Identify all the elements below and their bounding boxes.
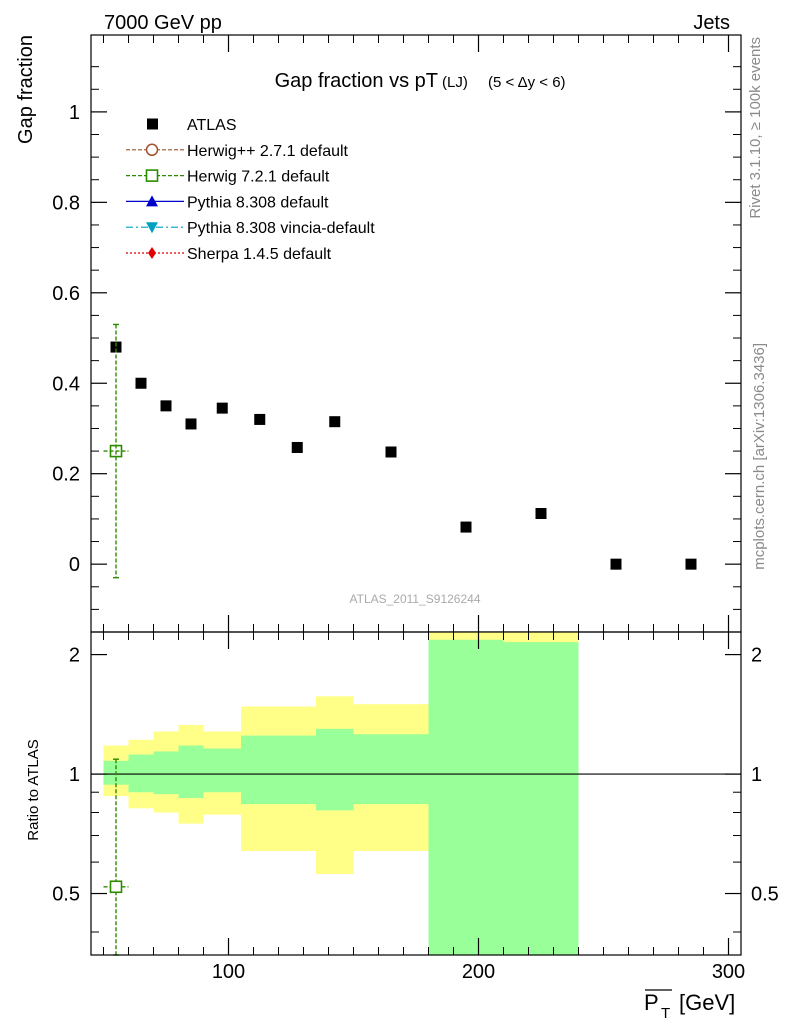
ratio-bands	[103, 632, 579, 955]
atlas-data-point	[329, 416, 341, 428]
atlas-data-point	[291, 441, 303, 453]
x-axis-var-sub: T	[661, 1005, 670, 1022]
legend: ATLAS Herwig++ 2.7.1 default Herwig 7.2.1 …	[126, 117, 375, 263]
main-title: Gap fraction vs pT	[275, 70, 438, 92]
legend-label: Pythia 8.308 default	[187, 194, 329, 211]
ratio-y-tick-label-left: 2	[69, 645, 80, 667]
side-rivet-label: Rivet 3.1.10, ≥ 100k events	[747, 37, 764, 219]
legend-label: Sherpa 1.4.5 default	[187, 246, 332, 263]
legend-entry-pythia: Pythia 8.308 default	[126, 194, 329, 211]
legend-marker	[145, 169, 159, 182]
header-observable: Jets	[693, 12, 730, 34]
x-axis-unit: [GeV]	[679, 990, 735, 1015]
legend-entry-herwigpp: Herwig++ 2.7.1 default	[126, 143, 349, 160]
main-title-cut: (5 < Δy < 6)	[488, 74, 566, 91]
ratio-band-inner	[241, 735, 279, 805]
x-axis-title: P T [GeV]	[644, 989, 735, 1022]
main-title-sub: (LJ)	[442, 74, 468, 91]
x-axis-var: P	[644, 990, 659, 1015]
atlas-data-point	[160, 400, 172, 412]
ratio-frame	[90, 631, 742, 956]
main-y-tick-label: 0.8	[52, 192, 80, 214]
legend-marker	[146, 195, 158, 207]
ratio-band-inner	[278, 735, 316, 805]
atlas-data-point	[685, 558, 697, 570]
atlas-data-point	[460, 521, 472, 533]
legend-entry-sherpa: Sherpa 1.4.5 default	[126, 246, 332, 263]
legend-marker	[146, 222, 158, 234]
atlas-data-point	[535, 508, 547, 520]
ratio-ylabel: Ratio to ATLAS	[25, 739, 42, 840]
main-y-tick-label: 0.2	[52, 464, 80, 486]
ratio-y-tick-label-right: 1	[751, 764, 762, 786]
legend-marker	[147, 118, 158, 130]
main-marks	[109, 341, 697, 570]
legend-label: Herwig 7.2.1 default	[187, 169, 330, 186]
main-y-tick-label: 1	[69, 102, 80, 124]
herwig7-ratio-point	[109, 880, 123, 894]
herwig7-main-errorbar	[103, 323, 129, 579]
legend-entry-data: ATLAS	[147, 117, 237, 134]
x-tick-label: 200	[462, 961, 495, 983]
ratio-panel: 0.5 0.5 1 1 2 2 100 200 300 Ratio to ATLAS P T […	[25, 631, 779, 1022]
x-tick-label: 100	[212, 961, 245, 983]
ratio-y-tick-label-right: 2	[751, 645, 762, 667]
atlas-data-point	[216, 402, 228, 414]
herwig7-errorbar	[103, 323, 129, 579]
legend-label: ATLAS	[187, 117, 237, 134]
ratio-band-inner	[428, 639, 504, 955]
main-y-tick-label: 0.6	[52, 283, 80, 305]
legend-entry-vincia: Pythia 8.308 vincia-default	[126, 220, 375, 237]
ratio-band-inner	[353, 734, 429, 805]
main-y-tick-label: 0.4	[52, 373, 80, 395]
x-tick-label: 300	[712, 961, 745, 983]
ratio-y-tick-label-left: 0.5	[52, 884, 80, 906]
atlas-data-point	[610, 558, 622, 570]
ratio-band-inner	[153, 751, 179, 795]
ratio-y-tick-label-left: 1	[69, 764, 80, 786]
analysis-label: ATLAS_2011_S9126244	[350, 592, 481, 606]
main-panel: Gap fraction vs pT (LJ) (5 < Δy < 6) ATL…	[15, 34, 742, 633]
header-process: 7000 GeV pp	[104, 12, 222, 34]
atlas-data-point	[254, 413, 266, 425]
main-y-tick-label: 0	[69, 554, 80, 576]
atlas-data-point	[135, 377, 147, 389]
atlas-data-point	[185, 418, 197, 430]
ratio-band-inner	[203, 748, 241, 793]
legend-marker	[148, 247, 156, 259]
ratio-band-inner	[316, 728, 354, 811]
ratio-axes: 0.5 0.5 1 1 2 2 100 200 300	[52, 632, 779, 983]
legend-label: Herwig++ 2.7.1 default	[187, 143, 349, 160]
legend-entry-herwig7: Herwig 7.2.1 default	[126, 169, 330, 186]
legend-label: Pythia 8.308 vincia-default	[187, 220, 375, 237]
side-mcplots-label: mcplots.cern.ch [arXiv:1306.3436]	[751, 343, 768, 570]
ratio-y-tick-label-right: 0.5	[751, 884, 779, 906]
ratio-band-inner	[128, 754, 154, 793]
ratio-band-inner	[178, 745, 204, 799]
atlas-data-point	[385, 446, 397, 458]
atlas-data-point	[110, 341, 122, 353]
ratio-band-inner	[503, 642, 579, 955]
main-axes: 0 0.2 0.4 0.6 0.8 1	[52, 35, 741, 632]
main-ylabel: Gap fraction	[15, 35, 37, 144]
legend-marker	[145, 143, 159, 157]
